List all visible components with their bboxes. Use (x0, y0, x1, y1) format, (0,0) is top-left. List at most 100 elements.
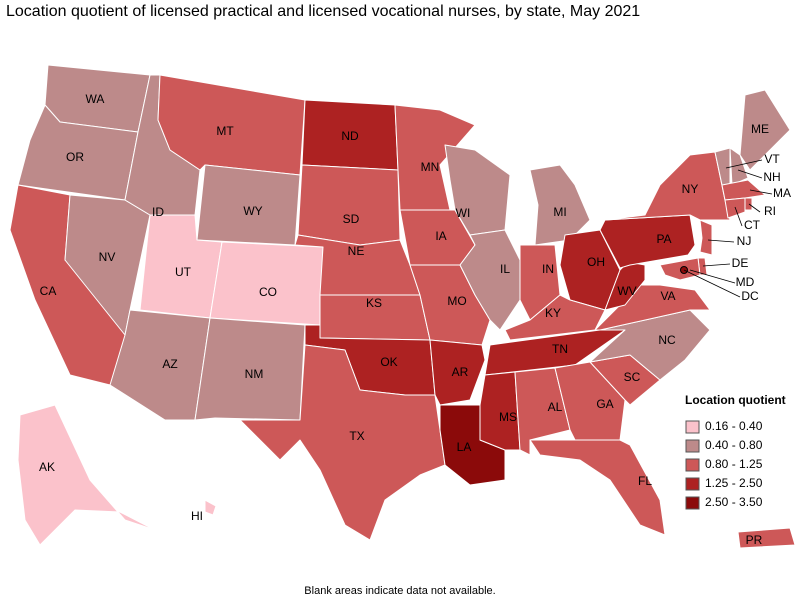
state-label: RI (764, 204, 776, 218)
state-label: IN (542, 262, 554, 276)
state-label: TN (552, 342, 568, 356)
state-label: AL (548, 400, 563, 414)
state-label: AZ (162, 357, 177, 371)
state (194, 317, 306, 421)
legend-swatch (685, 439, 700, 453)
state-label: AR (452, 365, 469, 379)
legend-label: 0.16 - 0.40 (705, 419, 763, 433)
legend-title: Location quotient (685, 393, 786, 407)
state-label: NV (99, 250, 116, 264)
legend-label: 0.40 - 0.80 (705, 438, 763, 452)
state-label: NM (245, 367, 264, 381)
legend: Location quotient 0.16 - 0.40 0.40 - 0.80… (685, 393, 786, 510)
state (529, 439, 666, 536)
state-label: MT (216, 124, 234, 138)
state-label: CT (744, 218, 761, 232)
state-label: DC (741, 289, 759, 303)
state (484, 329, 626, 376)
state-label: OR (66, 150, 84, 164)
state (604, 261, 646, 311)
state (429, 339, 486, 406)
state-label: UT (175, 265, 192, 279)
state-label: ND (341, 129, 359, 143)
state-label: OH (587, 255, 605, 269)
state-label: VA (660, 289, 675, 303)
state-label: KY (545, 306, 561, 320)
state-label: MI (553, 205, 566, 219)
leader-line (734, 206, 743, 227)
state-label: MA (773, 186, 791, 200)
state (589, 309, 711, 381)
state-label: SD (343, 212, 360, 226)
state (297, 164, 401, 246)
legend-label: 1.25 - 2.50 (705, 476, 763, 490)
state-label: CA (40, 284, 57, 298)
state-labels: WA OR CA NV ID MT WY UT CO AZ NM ND SD NE KS OK TX MN IA MO… (39, 92, 791, 547)
state-label: ID (152, 205, 164, 219)
state (459, 229, 521, 331)
leader-line (725, 159, 763, 169)
state-label: WV (617, 284, 636, 298)
state (659, 257, 701, 281)
leader-line (749, 189, 773, 195)
state (744, 197, 753, 211)
state-label: IA (435, 229, 446, 243)
state-label: HI (191, 509, 203, 523)
state (737, 527, 796, 549)
leader-line (737, 169, 763, 179)
state-label: TX (349, 429, 364, 443)
state-label: WA (86, 92, 105, 106)
state-label: PR (746, 533, 763, 547)
footnote: Blank areas indicate data not available. (304, 585, 495, 597)
legend-label: 0.80 - 1.25 (705, 457, 763, 471)
state (17, 404, 156, 546)
legend-label: 2.50 - 3.50 (705, 495, 763, 509)
state-label: MN (421, 160, 440, 174)
state-label: KS (366, 296, 382, 310)
state-label: OK (380, 355, 397, 369)
state (239, 344, 446, 541)
legend-swatch (685, 420, 700, 434)
leader-line (702, 263, 731, 267)
legend-swatch (685, 477, 700, 491)
state-label: VT (764, 152, 780, 166)
state (729, 147, 749, 186)
leader-line (683, 269, 741, 298)
state (721, 179, 766, 201)
state-label: DE (732, 256, 749, 270)
state (504, 294, 606, 341)
state-label: WI (456, 206, 471, 220)
state-label: NH (763, 170, 780, 184)
state-label: NC (658, 333, 676, 347)
leader-line (707, 239, 735, 243)
legend-swatch (685, 496, 700, 510)
leader-line (689, 269, 736, 284)
state (604, 151, 731, 221)
state-label: WY (243, 204, 262, 218)
leader-line (748, 203, 761, 213)
states (9, 64, 796, 549)
state (209, 241, 324, 326)
state-label: NY (682, 182, 699, 196)
state-label: AK (39, 460, 55, 474)
state-label: PA (656, 232, 671, 246)
map-title: Location quotient of licensed practical … (6, 3, 640, 20)
state-label: MS (499, 410, 517, 424)
state (594, 284, 711, 331)
state-label: SC (624, 370, 641, 384)
state (699, 219, 713, 256)
state (204, 499, 217, 516)
state-label: MD (736, 275, 755, 289)
state-label: GA (596, 397, 613, 411)
state-label: CO (259, 285, 277, 299)
state-label: ME (751, 122, 769, 136)
state-label: NJ (737, 234, 752, 248)
state-label: NE (348, 244, 365, 258)
state-label: MO (447, 294, 466, 308)
state-label: LA (457, 440, 472, 454)
state (529, 164, 591, 246)
state (394, 104, 476, 211)
legend-swatch (685, 458, 700, 472)
state-label: FL (638, 474, 652, 488)
